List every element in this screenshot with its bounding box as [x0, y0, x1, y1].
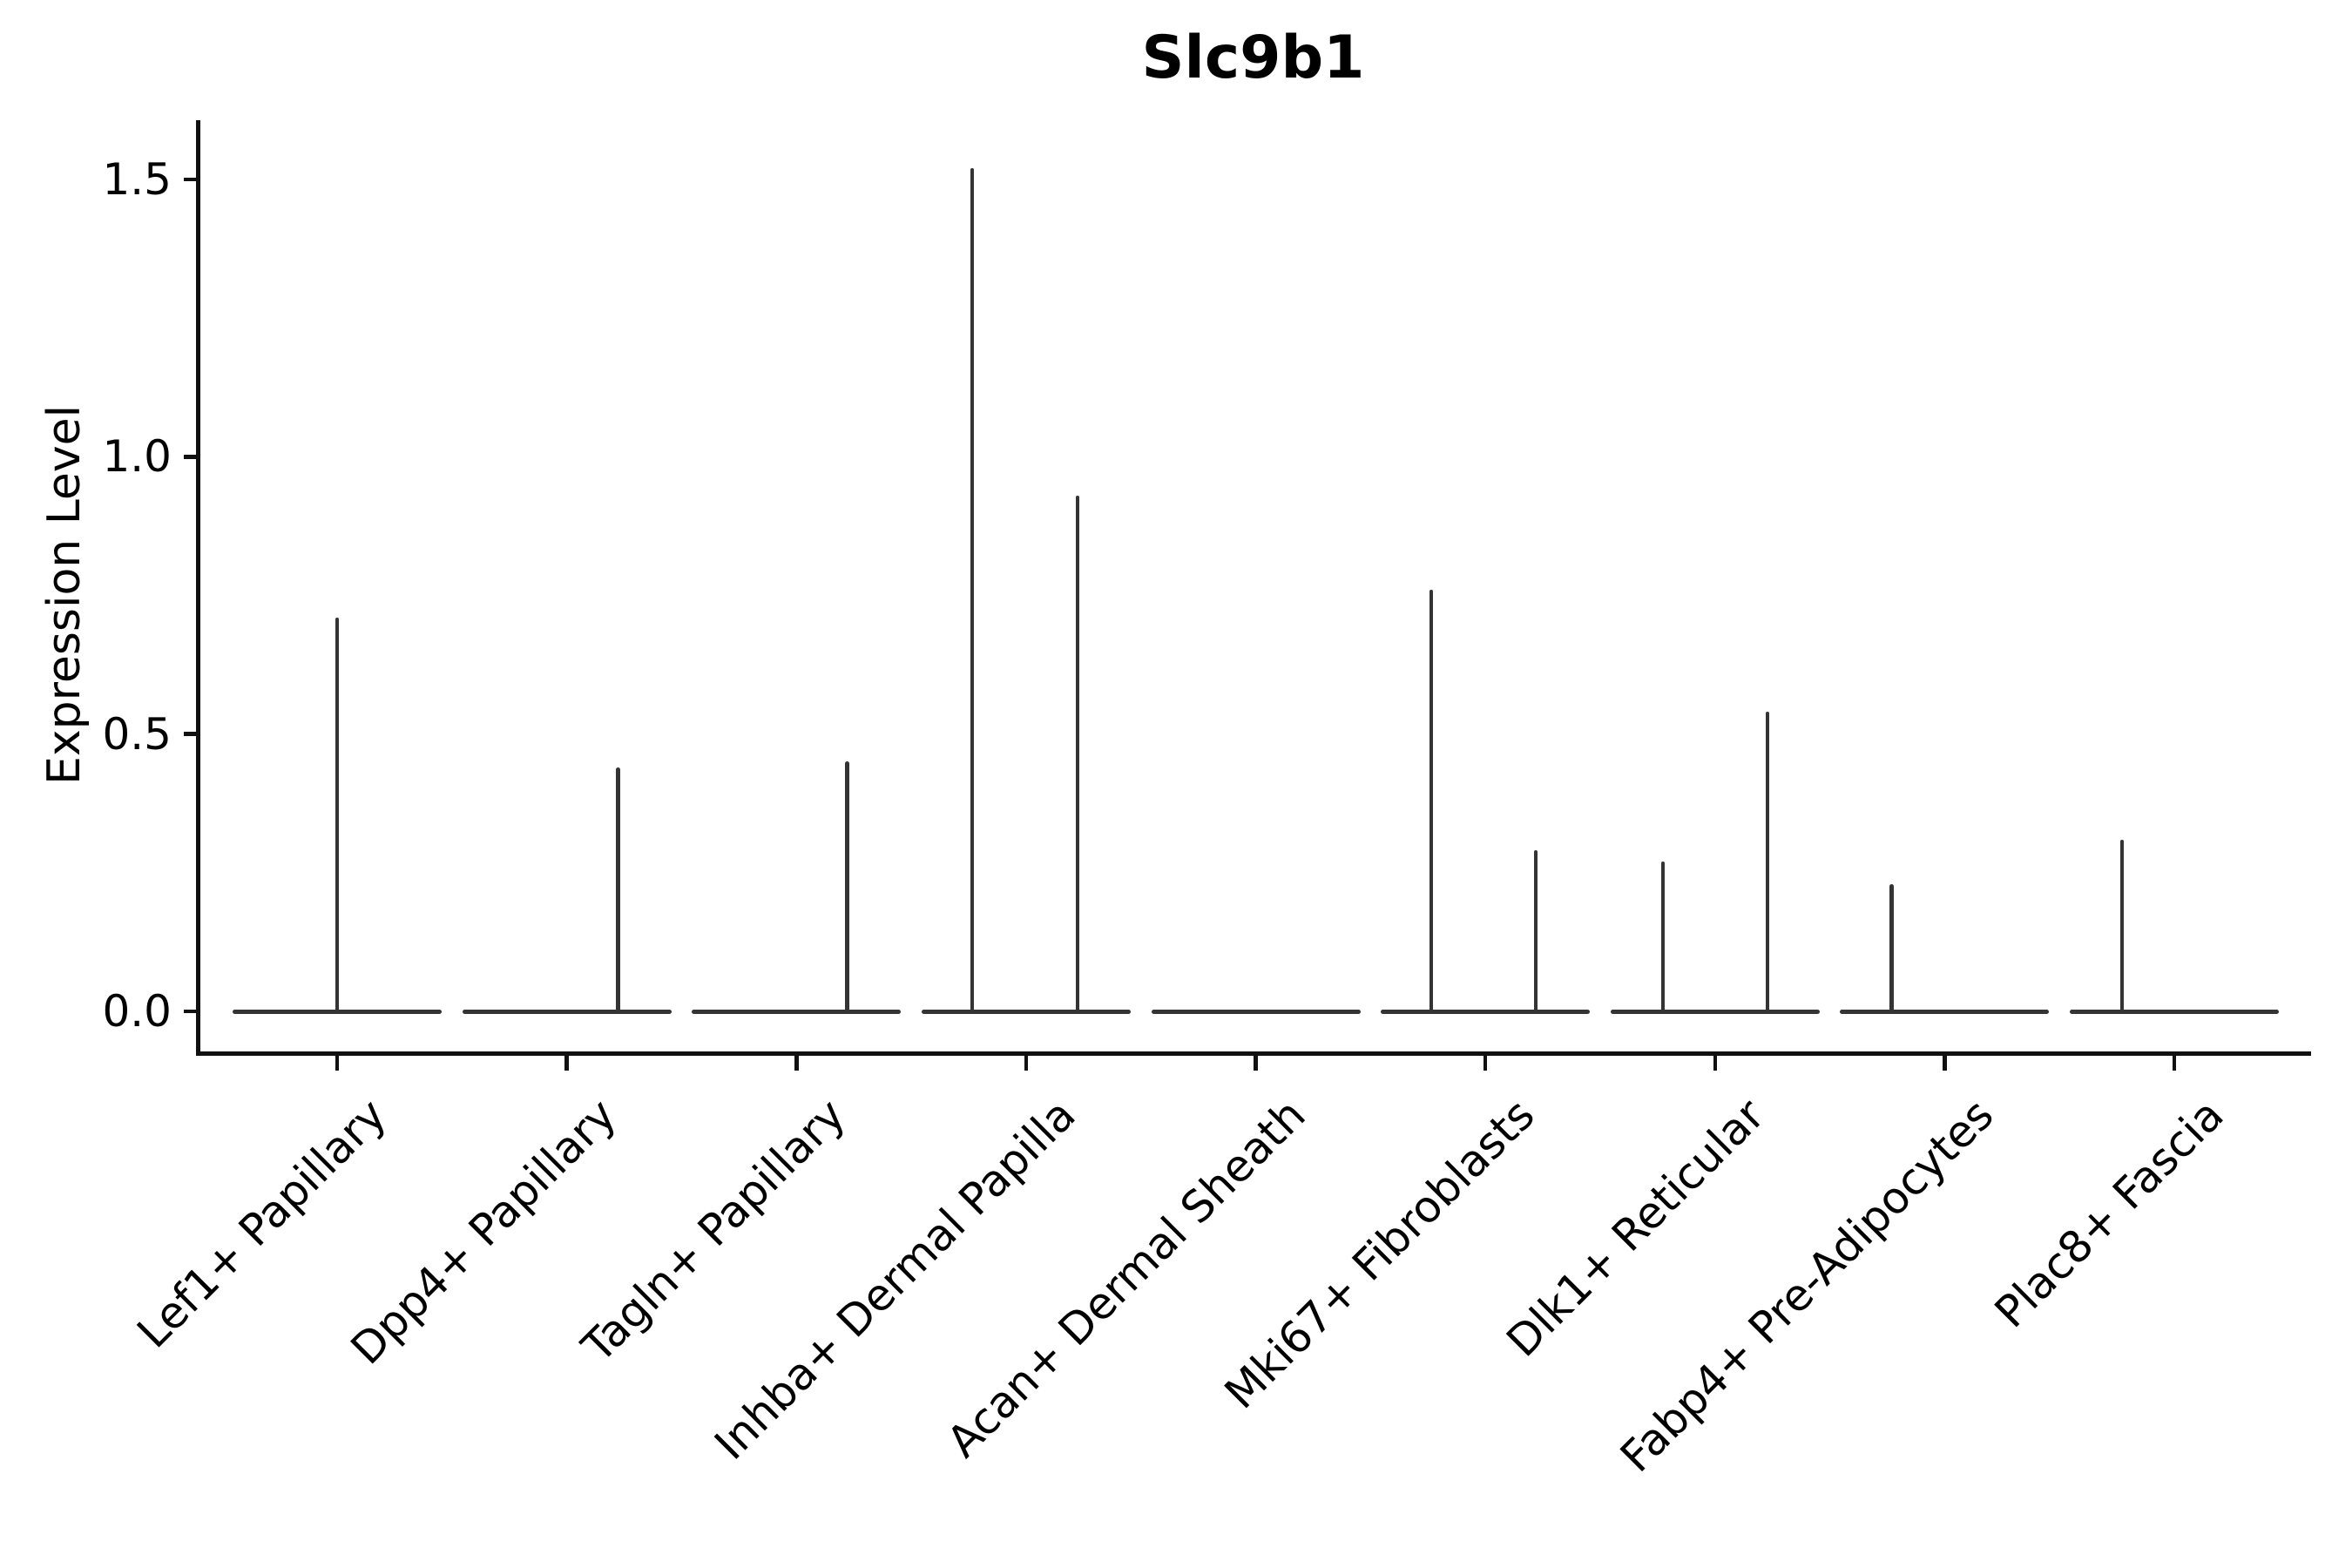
violin-spike — [1533, 850, 1538, 1011]
x-axis-spine — [195, 1051, 2311, 1056]
y-tick-label: 0.5 — [102, 708, 172, 760]
violin-baseline — [692, 1009, 902, 1014]
violin-baseline — [1381, 1009, 1591, 1014]
violin-baseline — [1151, 1009, 1361, 1014]
violin-baseline — [1610, 1009, 1820, 1014]
violin-spike — [335, 617, 340, 1011]
x-tick — [1254, 1055, 1258, 1071]
violin-spike — [1660, 862, 1665, 1011]
x-tick-label: Acan+ Dermal Sheath — [936, 1089, 1315, 1468]
violin-spike — [845, 761, 849, 1011]
x-tick — [794, 1055, 799, 1071]
y-tick-label: 1.5 — [102, 153, 172, 205]
violin-baseline — [233, 1009, 442, 1014]
y-tick-label: 0.0 — [102, 986, 172, 1037]
violin-baseline — [462, 1009, 672, 1014]
violin-spike — [1889, 883, 1894, 1011]
x-tick-label: Inhba+ Dermal Papilla — [705, 1089, 1085, 1470]
x-tick-label: Dlk1+ Reticular — [1497, 1089, 1774, 1367]
violin-spike — [1765, 712, 1769, 1011]
x-tick — [1483, 1055, 1488, 1071]
x-tick-label: Dpp4+ Papillary — [341, 1089, 626, 1375]
x-tick-label: Plac8+ Fascia — [1984, 1089, 2234, 1338]
x-tick — [335, 1055, 340, 1071]
x-tick-label: Tagln+ Papillary — [572, 1089, 855, 1372]
y-axis-spine — [195, 120, 200, 1056]
x-tick — [1024, 1055, 1029, 1071]
y-tick — [184, 177, 198, 182]
violin-spike — [1075, 495, 1080, 1011]
x-tick — [2172, 1055, 2177, 1071]
violin-spike — [1429, 590, 1434, 1011]
violin-baseline — [921, 1009, 1131, 1014]
y-tick — [184, 1009, 198, 1014]
violin-spike — [2119, 839, 2125, 1011]
y-tick — [184, 455, 198, 459]
violin-baseline — [1840, 1009, 2050, 1014]
x-tick-label: Mki67+ Fibroblasts — [1215, 1089, 1544, 1419]
violin-baseline — [2070, 1009, 2279, 1014]
chart-title: Slc9b1 — [1141, 24, 1365, 92]
violin-spike — [970, 168, 975, 1011]
x-tick — [1713, 1055, 1717, 1071]
x-tick — [1943, 1055, 1947, 1071]
y-tick — [184, 732, 198, 736]
y-tick-label: 1.0 — [102, 431, 172, 483]
violin-spike — [616, 767, 620, 1011]
x-tick-label: Fabp4+ Pre-Adipocytes — [1611, 1089, 2004, 1483]
x-tick — [564, 1055, 569, 1071]
